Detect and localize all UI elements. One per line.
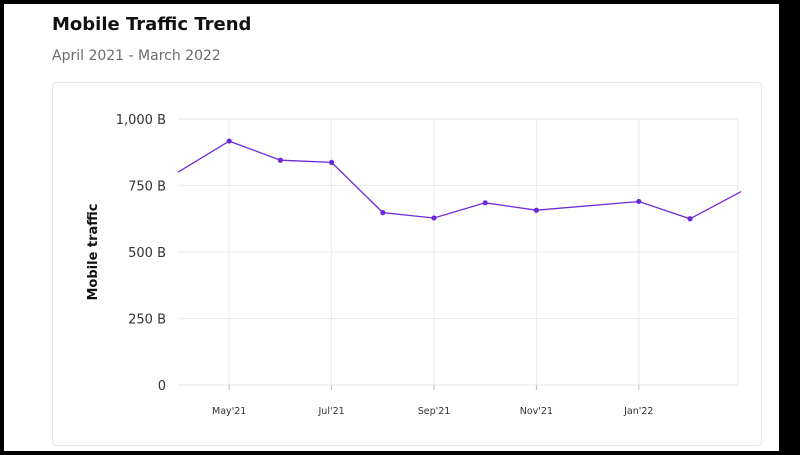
data-point[interactable] bbox=[380, 210, 386, 216]
data-point[interactable] bbox=[533, 207, 540, 213]
x-tick-label: Jan'22 bbox=[623, 406, 653, 417]
data-point[interactable] bbox=[687, 216, 693, 222]
chart-subtitle: April 2021 - March 2022 bbox=[52, 48, 221, 64]
x-axis-ticks: May'21 Jul'21 Sep'21 Nov'21 Jan'22 bbox=[212, 406, 653, 417]
data-point[interactable] bbox=[329, 159, 335, 165]
y-tick-label: 0 bbox=[158, 379, 166, 394]
data-point[interactable] bbox=[431, 215, 437, 221]
y-axis-label: Mobile traffic bbox=[86, 203, 101, 300]
y-tick-label: 500 B bbox=[128, 246, 166, 261]
y-tick-label: 250 B bbox=[128, 313, 166, 328]
x-tick-label: May'21 bbox=[212, 406, 246, 417]
y-axis-ticks: 0 250 B 500 B 750 B 1,000 B bbox=[116, 113, 166, 394]
data-point[interactable] bbox=[636, 198, 642, 205]
data-point[interactable] bbox=[226, 138, 232, 144]
x-tick-label: Jul'21 bbox=[318, 406, 345, 417]
y-tick-label: 1,000 B bbox=[116, 113, 166, 128]
grid-lines bbox=[178, 118, 739, 390]
line-chart: 0 250 B 500 B 750 B 1,000 B May'21 Jul'21 Sep'… bbox=[86, 113, 742, 417]
data-point[interactable] bbox=[277, 157, 283, 163]
chart-title: Mobile Traffic Trend bbox=[52, 14, 252, 35]
data-points bbox=[226, 138, 693, 222]
data-point[interactable] bbox=[482, 200, 488, 206]
x-tick-label: Nov'21 bbox=[520, 406, 553, 417]
y-tick-label: 750 B bbox=[128, 180, 166, 195]
chart-frame: Mobile Traffic Trend April 2021 - March … bbox=[4, 4, 779, 451]
series-line bbox=[177, 140, 742, 220]
x-tick-label: Sep'21 bbox=[418, 406, 451, 417]
